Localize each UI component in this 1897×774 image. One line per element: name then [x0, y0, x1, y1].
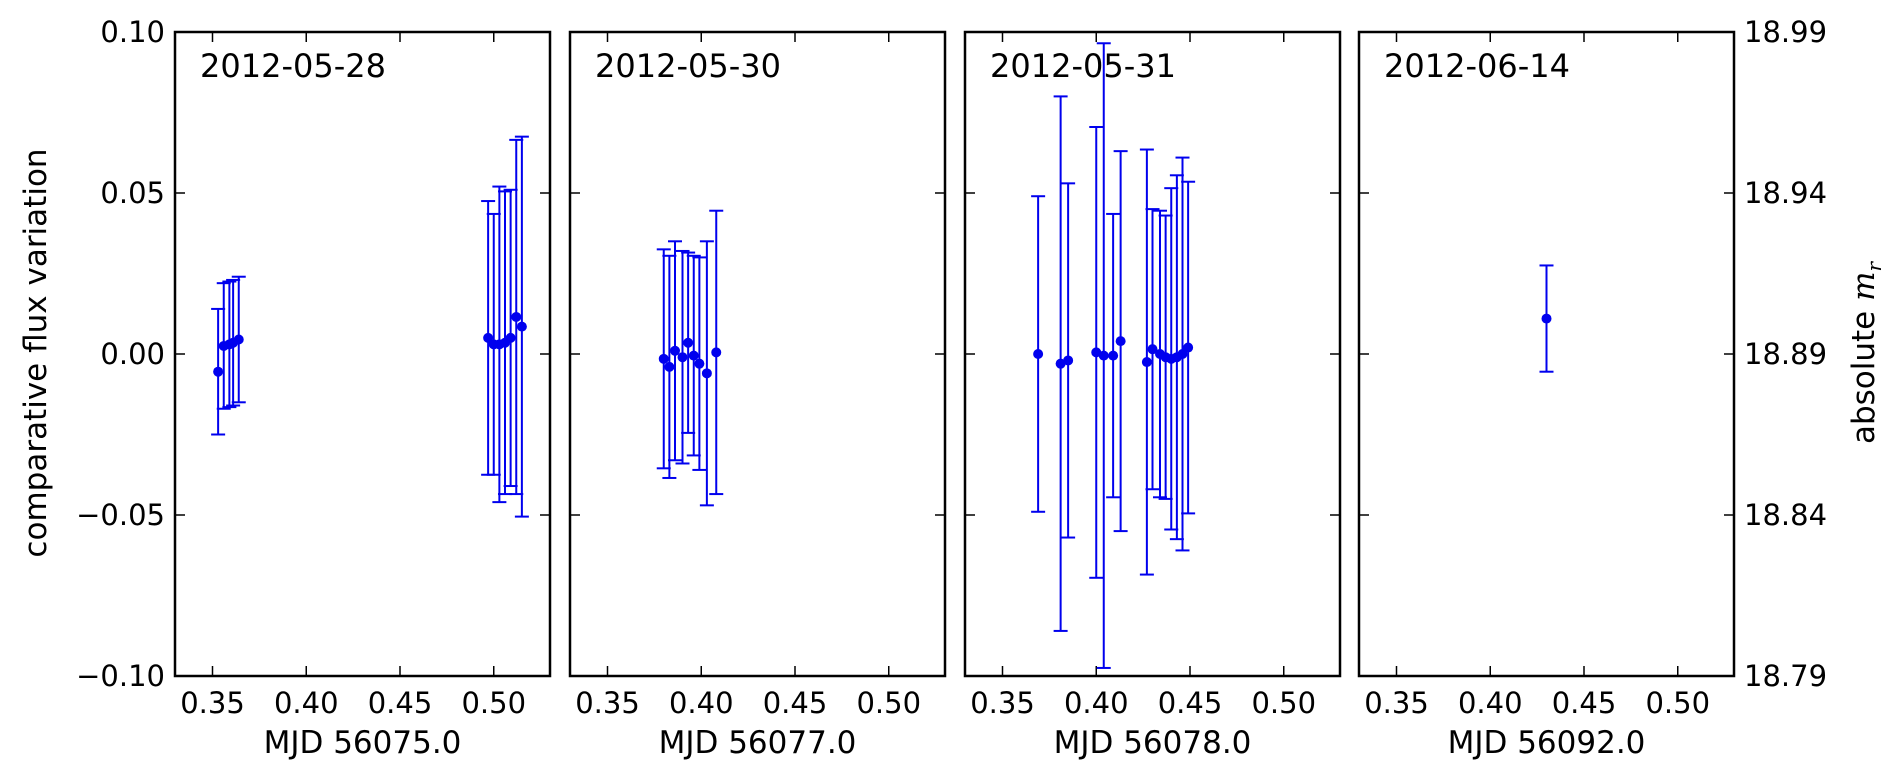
x-tick-label: 0.45 — [368, 686, 433, 720]
data-point — [1145, 208, 1160, 491]
data-marker — [516, 321, 527, 332]
data-marker — [511, 311, 522, 322]
x-tick-label: 0.50 — [1251, 686, 1316, 720]
x-tick-label: 0.50 — [461, 686, 526, 720]
right-y-tick-label: 18.79 — [1744, 659, 1827, 693]
data-point — [675, 249, 690, 465]
data-point — [1175, 156, 1190, 552]
panel-frame — [568, 30, 947, 678]
data-point — [692, 256, 707, 471]
data-point — [681, 251, 696, 434]
data-marker — [694, 358, 705, 369]
x-axis-label: MJD 56077.0 — [659, 725, 857, 761]
panel-2012-05-31: 0.35 0.40 0.45 0.50 MJD 56078.0 2012-05-31 — [963, 30, 1342, 761]
x-axis-label: MJD 56078.0 — [1054, 725, 1252, 761]
data-marker — [1033, 349, 1044, 359]
data-point — [1031, 195, 1046, 513]
x-tick-label: 0.40 — [1458, 686, 1523, 720]
right-y-axis-label-sub: r — [1862, 261, 1886, 272]
data-marker — [688, 350, 699, 361]
data-marker — [1091, 347, 1102, 358]
data-point — [662, 254, 677, 479]
x-tick-label: 0.50 — [856, 686, 921, 720]
data-point — [1096, 42, 1111, 669]
panel-2012-05-28: 0.10 0.05 0.00 −0.05 −0.10 0.35 0.40 0.45 0.50 MJ… — [76, 15, 552, 761]
data-marker — [483, 332, 494, 343]
data-point — [1113, 150, 1128, 533]
x-tick-label: 0.40 — [1064, 686, 1129, 720]
right-y-tick-label: 18.99 — [1744, 15, 1827, 49]
data-marker — [505, 332, 516, 343]
y-tick-label: 0.05 — [100, 176, 165, 210]
right-y-axis-label-base: absolute — [1846, 301, 1882, 444]
data-marker — [1108, 350, 1119, 361]
data-marker — [233, 334, 244, 345]
data-point — [231, 275, 246, 404]
data-marker — [664, 361, 675, 372]
x-tick-label: 0.50 — [1645, 686, 1710, 720]
right-y-tick-label: 18.84 — [1744, 498, 1827, 532]
x-axis-label: MJD 56092.0 — [1448, 725, 1646, 761]
data-point — [699, 240, 714, 507]
right-y-tick-label: 18.89 — [1744, 337, 1827, 371]
panel-2012-05-30: 0.35 0.40 0.45 0.50 MJD 56077.0 2012-05-30 — [568, 30, 947, 761]
data-point — [1106, 212, 1121, 499]
y-tick-label: −0.05 — [76, 498, 165, 532]
data-marker — [1183, 342, 1194, 353]
data-point — [216, 282, 231, 410]
data-marker — [1063, 355, 1074, 366]
data-marker — [1055, 358, 1066, 369]
panels-group: 0.10 0.05 0.00 −0.05 −0.10 0.35 0.40 0.45 0.50 MJ… — [76, 15, 1827, 761]
right-y-axis-label: absolute mr — [1846, 261, 1886, 445]
data-marker — [711, 347, 722, 358]
data-marker — [683, 337, 694, 348]
panel-2012-06-14: 18.99 18.94 18.89 18.84 18.79 0.35 0.40 0.45 0.5… — [1357, 15, 1827, 761]
x-tick-label: 0.35 — [180, 686, 245, 720]
data-marker — [670, 345, 680, 356]
data-marker — [1147, 344, 1158, 355]
right-y-tick-label: 18.94 — [1744, 176, 1827, 210]
data-marker — [1541, 313, 1552, 324]
data-point — [1181, 180, 1196, 515]
data-marker — [1141, 357, 1152, 368]
y-tick-label: 0.10 — [100, 15, 165, 49]
data-point — [1053, 95, 1068, 632]
data-marker — [701, 368, 712, 379]
x-tick-label: 0.45 — [763, 686, 828, 720]
y-tick-label: −0.10 — [76, 659, 165, 693]
data-point — [1089, 125, 1104, 579]
y-tick-label: 0.00 — [100, 337, 165, 371]
data-marker — [1098, 350, 1109, 361]
data-point — [1061, 182, 1076, 539]
data-marker — [1177, 349, 1188, 359]
data-marker — [658, 353, 669, 364]
right-y-axis-label-math: m — [1846, 272, 1882, 301]
panel-date-label: 2012-05-31 — [990, 47, 1176, 85]
data-point — [492, 185, 507, 504]
data-marker — [213, 366, 224, 377]
data-marker — [677, 352, 688, 363]
y-axis-label: comparative flux variation — [18, 148, 54, 557]
panel-date-label: 2012-05-30 — [595, 47, 781, 85]
x-tick-label: 0.45 — [1158, 686, 1223, 720]
panel-date-label: 2012-05-28 — [200, 47, 386, 85]
x-tick-label: 0.45 — [1552, 686, 1617, 720]
data-marker — [1115, 336, 1126, 347]
data-point — [514, 135, 529, 518]
data-point — [668, 240, 682, 462]
data-point — [1139, 148, 1154, 576]
x-tick-label: 0.40 — [274, 686, 339, 720]
x-tick-label: 0.35 — [1364, 686, 1429, 720]
x-tick-label: 0.40 — [669, 686, 734, 720]
x-tick-label: 0.35 — [970, 686, 1035, 720]
x-axis-label: MJD 56075.0 — [264, 725, 462, 761]
x-tick-label: 0.35 — [575, 686, 640, 720]
panel-date-label: 2012-06-14 — [1384, 47, 1570, 85]
data-point — [1539, 264, 1554, 373]
data-point — [709, 209, 724, 496]
